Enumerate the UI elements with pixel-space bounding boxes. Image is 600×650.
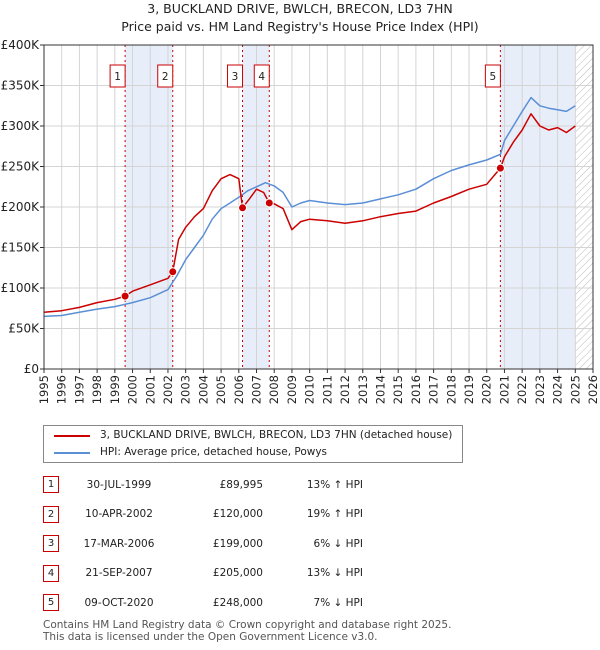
x-tick-label: 1998 [90, 375, 104, 404]
x-tick-label: 1995 [37, 375, 51, 404]
x-tick-label: 2021 [497, 375, 511, 404]
table-row: 5 09-OCT-2020 £248,000 7% ↓ HPI [43, 588, 363, 618]
sale-hpi-diff: 7% ↓ HPI [313, 596, 363, 609]
legend-label-property: 3, BUCKLAND DRIVE, BWLCH, BRECON, LD3 7H… [100, 429, 453, 441]
sale-price: £248,000 [212, 596, 263, 609]
plot-frame [43, 44, 594, 370]
chart-title: 3, BUCKLAND DRIVE, BWLCH, BRECON, LD3 7H… [147, 1, 453, 16]
sale-price: £205,000 [212, 567, 263, 580]
property-price-line [43, 113, 576, 314]
sale-label-number: 2 [162, 71, 169, 83]
sale-point-marker [238, 203, 248, 213]
y-tick-label: £350K [1, 79, 41, 93]
x-tick-label: 1999 [108, 375, 122, 404]
x-tick-label: 2008 [267, 375, 281, 404]
y-tick-label: £200K [1, 200, 41, 214]
sale-number-badge: 5 [43, 594, 59, 612]
x-tick-label: 2016 [409, 375, 423, 404]
x-tick-label: 2009 [285, 375, 299, 404]
y-tick-label: £250K [1, 160, 41, 174]
x-tick-label: 2020 [480, 375, 494, 404]
y-tick-label: £50K [8, 322, 40, 336]
x-tick-label: 2003 [179, 375, 193, 404]
x-tick-label: 2013 [356, 375, 370, 404]
legend-label-hpi: HPI: Average price, detached house, Powy… [100, 446, 328, 458]
y-tick-label: £0 [24, 362, 39, 376]
sale-label-box [484, 64, 501, 88]
legend-swatch-property [54, 435, 90, 437]
x-tick-label: 2018 [444, 375, 458, 404]
x-tick-label: 2015 [391, 375, 405, 404]
y-tick-label: £400K [1, 38, 41, 52]
sale-label-box [157, 64, 174, 88]
sale-number-badge: 4 [43, 564, 59, 582]
table-row: 2 10-APR-2002 £120,000 19% ↑ HPI [43, 500, 363, 530]
sale-number-badge: 3 [43, 535, 59, 553]
x-tick-label: 2007 [250, 375, 264, 404]
table-row: 1 30-JUL-1999 £89,995 13% ↑ HPI [43, 470, 363, 500]
sale-label-box [227, 64, 244, 88]
y-tick-label: £150K [1, 241, 41, 255]
x-tick-label: 2022 [515, 375, 529, 404]
sale-date: 21-SEP-2007 [85, 567, 153, 580]
sale-label-number: 4 [258, 71, 265, 83]
footer-attribution: Contains HM Land Registry data © Crown c… [43, 619, 452, 643]
x-tick-label: 2005 [214, 375, 228, 404]
legend-swatch-hpi [54, 452, 90, 454]
sale-price: £120,000 [212, 508, 263, 521]
sale-point-marker [495, 163, 505, 173]
sale-label-box [109, 64, 126, 88]
x-tick-label: 1996 [55, 375, 69, 404]
sale-point-marker [120, 291, 130, 301]
sale-number-badge: 2 [43, 505, 59, 523]
sale-hpi-diff: 19% ↑ HPI [306, 508, 363, 521]
x-tick-label: 2024 [551, 375, 565, 404]
x-tick-label: 2002 [161, 375, 175, 404]
legend: 3, BUCKLAND DRIVE, BWLCH, BRECON, LD3 7H… [43, 425, 463, 463]
x-tick-label: 2001 [143, 375, 157, 404]
x-tick-label: 2011 [320, 375, 334, 404]
x-tick-label: 2026 [586, 375, 600, 404]
hpi-line [43, 96, 576, 318]
x-tick-label: 2000 [126, 375, 140, 404]
sale-label-box [253, 64, 270, 88]
x-tick-label: 2019 [462, 375, 476, 404]
footer-copyright: Contains HM Land Registry data © Crown c… [43, 619, 452, 631]
footer-license: This data is licensed under the Open Gov… [43, 630, 378, 643]
sale-hpi-diff: 6% ↓ HPI [313, 537, 363, 550]
sale-date: 30-JUL-1999 [86, 478, 152, 491]
sales-table: 1 30-JUL-1999 £89,995 13% ↑ HPI 2 10-APR… [43, 470, 363, 618]
sale-date: 10-APR-2002 [85, 508, 153, 521]
x-tick-label: 2012 [338, 375, 352, 404]
sale-hpi-diff: 13% ↑ HPI [306, 478, 363, 491]
x-tick-label: 2010 [303, 375, 317, 404]
x-tick-label: 2006 [232, 375, 246, 404]
price-chart: 1 2 3 4 5 £0 £50K £100K £150K £200K £250K £300K £35… [1, 38, 600, 404]
sale-hpi-diff: 13% ↓ HPI [306, 567, 363, 580]
sale-number-badge: 1 [43, 476, 59, 494]
x-tick-label: 2025 [568, 375, 582, 404]
x-tick-label: 2017 [427, 375, 441, 404]
table-row: 4 21-SEP-2007 £205,000 13% ↓ HPI [43, 559, 363, 589]
sale-label-number: 5 [490, 71, 497, 83]
x-tick-label: 2023 [533, 375, 547, 404]
sale-price: £89,995 [219, 478, 263, 491]
y-tick-label: £300K [1, 119, 41, 133]
x-tick-label: 1997 [72, 375, 86, 404]
x-tick-label: 2014 [373, 375, 387, 404]
table-row: 3 17-MAR-2006 £199,000 6% ↓ HPI [43, 529, 363, 559]
sale-label-number: 3 [232, 71, 239, 83]
sale-date: 17-MAR-2006 [83, 537, 155, 550]
sale-label-number: 1 [114, 71, 121, 83]
sale-price: £199,000 [212, 537, 263, 550]
sale-date: 09-OCT-2020 [84, 596, 154, 609]
sale-point-marker [168, 267, 178, 277]
x-tick-label: 2004 [196, 375, 210, 404]
y-tick-label: £100K [1, 281, 41, 295]
chart-subtitle: Price paid vs. HM Land Registry's House … [121, 19, 479, 34]
sale-point-marker [264, 198, 274, 208]
